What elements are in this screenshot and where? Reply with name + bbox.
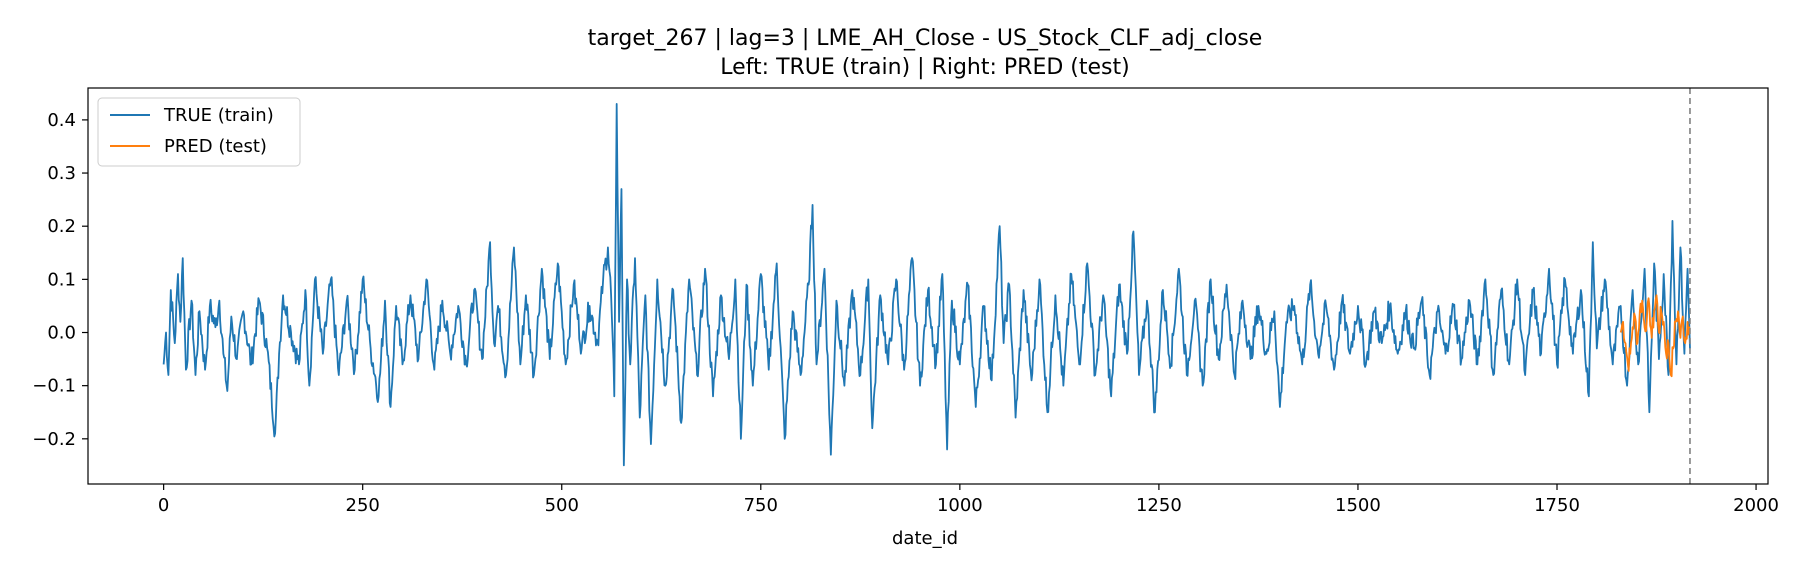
x-tick-label: 250 (346, 495, 380, 516)
chart-title: target_267 | lag=3 | LME_AH_Close - US_S… (588, 26, 1263, 51)
series-line-train (162, 103, 1691, 467)
legend-label-test: PRED (test) (164, 136, 267, 157)
y-tick-label: 0.1 (47, 269, 76, 290)
x-tick-label: 0 (158, 495, 169, 516)
x-tick-label: 1750 (1534, 495, 1580, 516)
y-tick-label: 0.0 (47, 323, 76, 344)
x-axis-label: date_id (892, 528, 958, 549)
legend-label-train: TRUE (train) (163, 105, 274, 126)
x-tick-label: 1500 (1335, 495, 1381, 516)
x-tick-label: 2000 (1733, 495, 1779, 516)
y-tick-label: 0.4 (47, 110, 76, 131)
y-tick-label: 0.2 (47, 216, 76, 237)
y-tick-label: −0.1 (32, 376, 76, 397)
y-tick-label: −0.2 (32, 429, 76, 450)
plot-area: 0 250 500 750 1000 1250 1500 1750 2000 −0.2 −0.1 0.… (32, 87, 1779, 516)
x-tick-label: 500 (545, 495, 579, 516)
legend: TRUE (train) PRED (test) (97, 97, 301, 167)
plot-frame (87, 87, 1769, 485)
series-line-test (1619, 294, 1691, 378)
x-tick-label: 1250 (1136, 495, 1182, 516)
x-tick-label: 750 (744, 495, 778, 516)
y-tick-label: 0.3 (47, 163, 76, 184)
x-tick-label: 1000 (937, 495, 983, 516)
chart-subtitle: Left: TRUE (train) | Right: PRED (test) (720, 55, 1129, 80)
